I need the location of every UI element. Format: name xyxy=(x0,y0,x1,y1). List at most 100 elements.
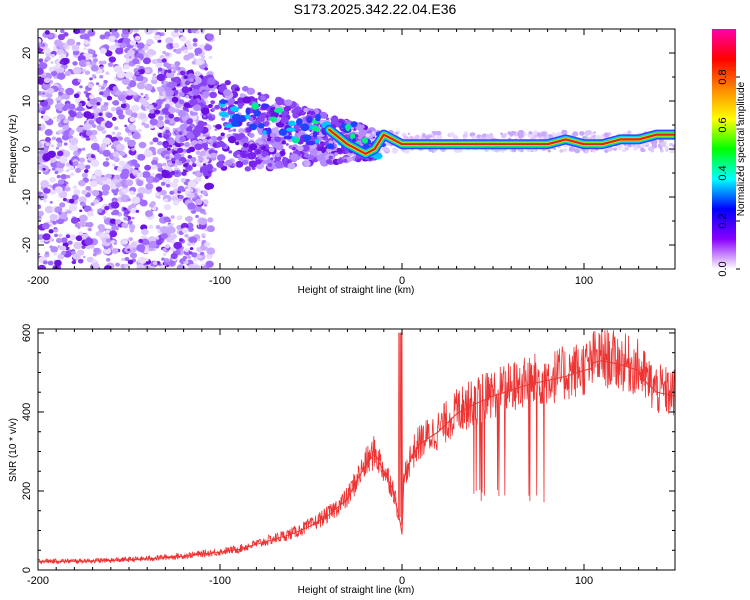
spectrogram-noise-blob xyxy=(95,176,103,184)
spectrogram-noise-blob xyxy=(197,238,201,242)
spectrogram-noise-blob xyxy=(136,81,146,90)
spectrogram-noise-blob xyxy=(48,33,54,38)
colorbar-tick-label: 0.4 xyxy=(717,165,729,180)
spectrogram-noise-blob xyxy=(200,150,207,156)
spectrogram-noise-blob xyxy=(271,127,279,134)
spectrogram-noise-blob xyxy=(115,134,120,138)
spectrogram-noise-blob xyxy=(38,126,42,131)
spectrogram-noise-blob xyxy=(90,154,96,159)
spectrogram-noise-blob xyxy=(234,87,241,92)
spectrogram-noise-blob xyxy=(204,241,211,248)
spectrogram-noise-blob xyxy=(165,183,171,188)
spectrogram-noise-blob xyxy=(319,111,328,119)
spectrogram-noise-blob xyxy=(68,234,77,241)
snr-series xyxy=(38,329,675,565)
spectrogram-noise-blob xyxy=(163,258,170,263)
spectrogram-noise-blob xyxy=(93,199,99,205)
spectrogram-noise-blob xyxy=(189,247,194,251)
spectrogram-noise-blob xyxy=(38,215,42,219)
spectrogram-noise-blob xyxy=(97,109,101,113)
spectrogram-noise-blob xyxy=(192,163,197,168)
spectrogram-noise-blob xyxy=(242,96,252,104)
spectrogram-noise-blob xyxy=(58,211,62,215)
spectrogram-noise-blob xyxy=(242,142,249,148)
spectrogram-noise-blob xyxy=(53,116,57,120)
spectrogram-noise-blob xyxy=(125,179,134,187)
spectrogram-noise-blob xyxy=(144,29,153,35)
spectrogram-noise-blob xyxy=(91,74,96,78)
spectrogram-energy-clump xyxy=(306,116,313,124)
spectrogram-noise-blob xyxy=(115,262,120,267)
spectrogram-noise-blob xyxy=(237,97,245,104)
spectrogram-noise-blob xyxy=(132,132,141,140)
spectrogram-noise-blob xyxy=(405,150,409,153)
spectrogram-noise-blob xyxy=(392,148,399,154)
spectrogram-noise-blob xyxy=(160,232,168,240)
spectrogram-noise-blob xyxy=(68,103,76,110)
spectrogram-noise-blob xyxy=(158,213,163,218)
spectrogram-noise-blob xyxy=(112,99,120,106)
spectrogram-noise-blob xyxy=(199,194,203,198)
spectrogram-noise-blob xyxy=(65,87,75,96)
spectrogram-noise-blob xyxy=(149,109,155,114)
spectrogram-noise-blob xyxy=(177,147,184,154)
spectrogram-noise-blob xyxy=(156,73,166,82)
spectrogram-noise-blob xyxy=(63,32,69,37)
spectrogram-noise-blob xyxy=(170,170,176,175)
spectrogram-noise-blob xyxy=(365,133,370,137)
spectrogram-noise-blob xyxy=(113,242,117,245)
spectrogram-noise-blob xyxy=(194,161,202,167)
spectrogram-noise-blob xyxy=(56,100,61,103)
spectrogram-noise-blob xyxy=(278,122,285,128)
spectrogram-noise-blob xyxy=(257,92,262,96)
spectrogram-noise-blob xyxy=(170,215,175,219)
spectrogram-noise-blob xyxy=(130,112,138,119)
spectrogram-noise-blob xyxy=(194,47,203,55)
spectrogram-noise-blob xyxy=(41,74,46,78)
spectrogram-noise-blob xyxy=(73,241,82,250)
spectrogram-noise-blob xyxy=(199,208,206,214)
spectrogram-noise-blob xyxy=(63,142,68,146)
snr-x-tick-label: 100 xyxy=(575,575,593,587)
spectrogram-noise-blob xyxy=(533,132,537,136)
spectrogram-energy-clump xyxy=(283,135,293,140)
spectrogram-noise-blob xyxy=(512,148,517,153)
spectrogram-noise-blob xyxy=(94,169,102,176)
spectrogram-noise-blob xyxy=(122,222,129,229)
spectrogram-noise-blob xyxy=(189,69,194,73)
spectrogram-noise-blob xyxy=(137,153,146,161)
spectrogram-noise-blob xyxy=(102,60,107,65)
spectrogram-energy-clump xyxy=(315,113,321,122)
snr-y-tick-label: 200 xyxy=(21,482,33,500)
spectrogram-noise-blob xyxy=(179,36,187,42)
spectrogram-noise-blob xyxy=(78,59,88,68)
spectrogram-noise-blob xyxy=(172,42,180,49)
spectrogram-noise-blob xyxy=(140,92,144,96)
spectrogram-noise-blob xyxy=(433,149,437,152)
spectrogram-noise-blob xyxy=(157,86,165,93)
spectrogram-noise-blob xyxy=(72,61,78,66)
spectrogram-noise-blob xyxy=(102,161,110,167)
spectrogram-noise-blob xyxy=(188,146,196,153)
spectrogram-noise-blob xyxy=(38,252,41,256)
spectrogram-noise-blob xyxy=(520,149,524,153)
spectrogram-noise-blob xyxy=(188,236,198,244)
spectrogram-noise-blob xyxy=(167,226,176,234)
spectrogram-noise-blob xyxy=(136,42,145,49)
spectrogram-noise-blob xyxy=(80,202,86,207)
spectrogram-noise-blob xyxy=(152,261,158,266)
spectrogram-noise-blob xyxy=(91,189,100,197)
spectrogram-noise-blob xyxy=(79,85,83,89)
spectrogram-noise-blob xyxy=(541,136,544,139)
spectrogram-noise-blob xyxy=(164,69,169,73)
snr-frame xyxy=(37,328,676,571)
spectrogram-noise-blob xyxy=(669,142,674,147)
colorbar-label: Normalized spectral amplitude xyxy=(736,81,747,216)
spectrogram-energy-clump xyxy=(245,107,251,115)
spectrogram-energy-clump xyxy=(257,122,265,129)
spectrogram-noise-blob xyxy=(169,260,175,266)
spectrogram-noise-blob xyxy=(207,103,213,109)
spectrogram-noise-blob xyxy=(244,166,251,172)
spectrogram-noise-blob xyxy=(500,133,507,139)
spectrogram-noise-blob xyxy=(138,238,144,243)
